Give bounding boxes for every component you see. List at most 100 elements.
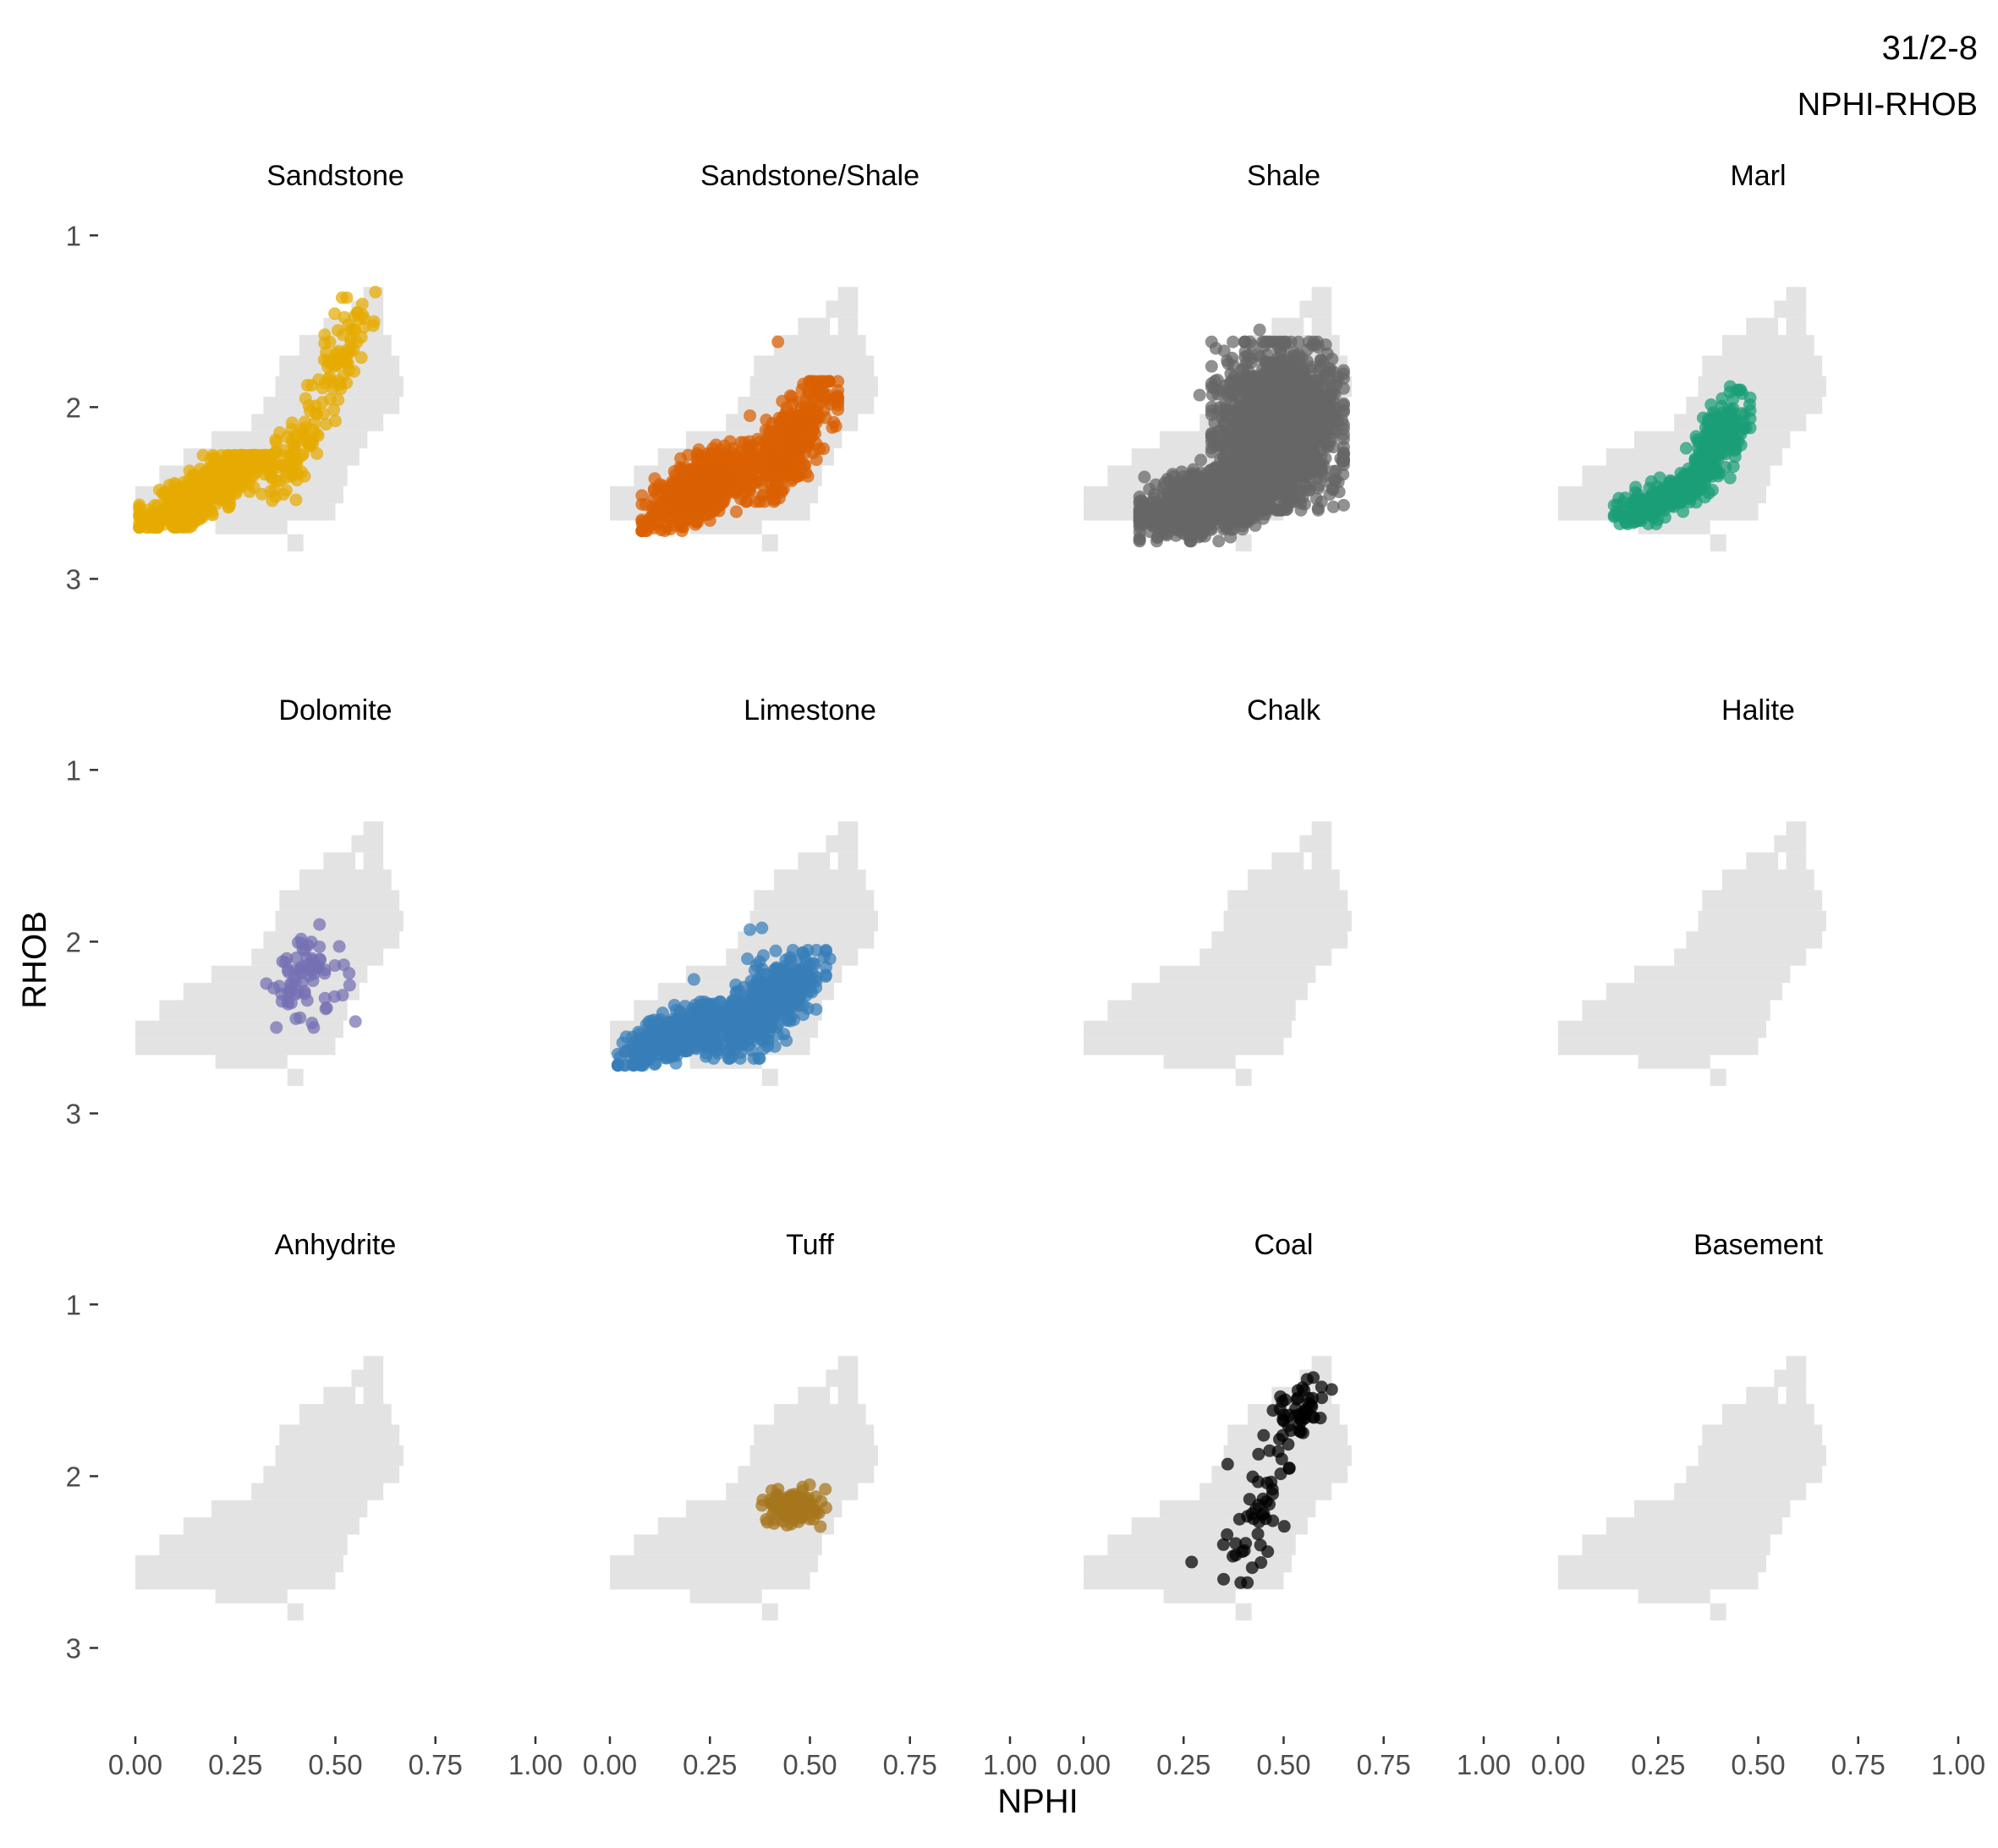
data-point (1735, 407, 1748, 420)
data-point (1725, 418, 1738, 431)
data-point (286, 437, 299, 451)
data-point (715, 472, 728, 485)
data-point (683, 498, 697, 512)
data-point (1649, 485, 1663, 499)
data-point (187, 503, 200, 517)
data-point (1327, 426, 1341, 440)
data-point (1193, 526, 1206, 540)
data-point (1166, 514, 1180, 528)
panel-label: Shale (1247, 160, 1320, 192)
panel: Dolomite 1 2 3 (66, 694, 403, 1129)
data-point (1160, 529, 1173, 542)
data-point (313, 952, 327, 966)
data-point (282, 966, 295, 979)
data-point (142, 503, 156, 517)
data-point (347, 322, 360, 336)
data-point (1319, 402, 1332, 415)
data-point (159, 513, 173, 526)
data-point (266, 981, 280, 995)
data-point (1238, 335, 1251, 348)
data-point (831, 389, 844, 403)
data-point (826, 420, 839, 434)
data-point (782, 466, 796, 480)
data-point (1303, 414, 1316, 428)
data-point (769, 477, 782, 491)
data-point (255, 487, 269, 501)
data-point (1229, 503, 1243, 517)
data-point (133, 498, 146, 512)
panel: Sandstone/Shale (610, 160, 919, 551)
y-axis-title: RHOB (16, 911, 53, 1009)
data-point (793, 439, 806, 452)
data-point (1311, 502, 1325, 515)
chart-subtitle: NPHI-RHOB (1798, 87, 1978, 123)
data-point (1189, 469, 1203, 482)
y-tick-label: 2 (66, 926, 81, 957)
data-point (1711, 430, 1725, 443)
data-point (289, 493, 303, 507)
background-distribution (1558, 287, 1826, 551)
data-point (772, 445, 786, 458)
data-point (178, 521, 191, 535)
data-point (1178, 513, 1192, 527)
points (133, 285, 382, 535)
data-point (1653, 471, 1666, 485)
data-point (1205, 377, 1218, 391)
data-point (744, 409, 757, 423)
data-point (327, 403, 341, 417)
data-point (1251, 385, 1265, 398)
data-point (1154, 504, 1167, 518)
data-point (1205, 441, 1218, 455)
data-point (1286, 359, 1299, 372)
data-point (1166, 489, 1180, 502)
panel: Shale (1084, 160, 1352, 551)
data-point (305, 1017, 319, 1030)
data-point (332, 393, 345, 407)
data-point (1205, 359, 1218, 373)
data-point (318, 337, 332, 350)
data-point (1193, 388, 1206, 402)
data-point (318, 963, 332, 977)
y-tick-label: 2 (66, 392, 81, 423)
y-tick-label: 3 (66, 563, 81, 595)
panel-label: Dolomite (278, 694, 392, 727)
data-point (1227, 335, 1240, 348)
data-point (163, 497, 177, 511)
data-point (1632, 488, 1645, 502)
data-point (1337, 397, 1350, 410)
data-point (729, 505, 743, 518)
y-tick-label: 3 (66, 1098, 81, 1129)
data-point (1269, 445, 1282, 458)
data-point (810, 453, 823, 467)
data-point (814, 381, 827, 395)
data-point (1205, 492, 1218, 506)
data-point (312, 373, 326, 387)
data-point (1268, 412, 1282, 425)
data-point (1220, 461, 1233, 474)
data-point (1300, 343, 1314, 357)
data-point (1253, 323, 1266, 337)
data-point (1319, 368, 1332, 381)
y-tick-label: 1 (66, 220, 81, 251)
data-point (1686, 473, 1699, 486)
data-point (725, 460, 738, 474)
data-point (1241, 502, 1254, 515)
data-point (367, 315, 381, 328)
data-point (1316, 379, 1330, 392)
data-point (290, 458, 304, 471)
panel-label: Marl (1730, 160, 1786, 192)
panel-label: Limestone (744, 694, 876, 727)
data-point (1236, 461, 1249, 474)
data-point (1249, 472, 1263, 485)
data-point (1707, 444, 1721, 458)
facet-panels: Sandstone 1 2 3 Sandstone/Shale Shale Marl Dolo… (66, 160, 1985, 1780)
data-point (1337, 418, 1350, 431)
data-point (758, 436, 771, 449)
data-point (283, 985, 297, 999)
data-point (1133, 495, 1146, 508)
y-tick-label: 1 (66, 754, 81, 786)
data-point (294, 964, 307, 978)
data-point (1252, 433, 1265, 447)
data-point (746, 447, 760, 460)
panel-label: Sandstone (266, 160, 404, 192)
